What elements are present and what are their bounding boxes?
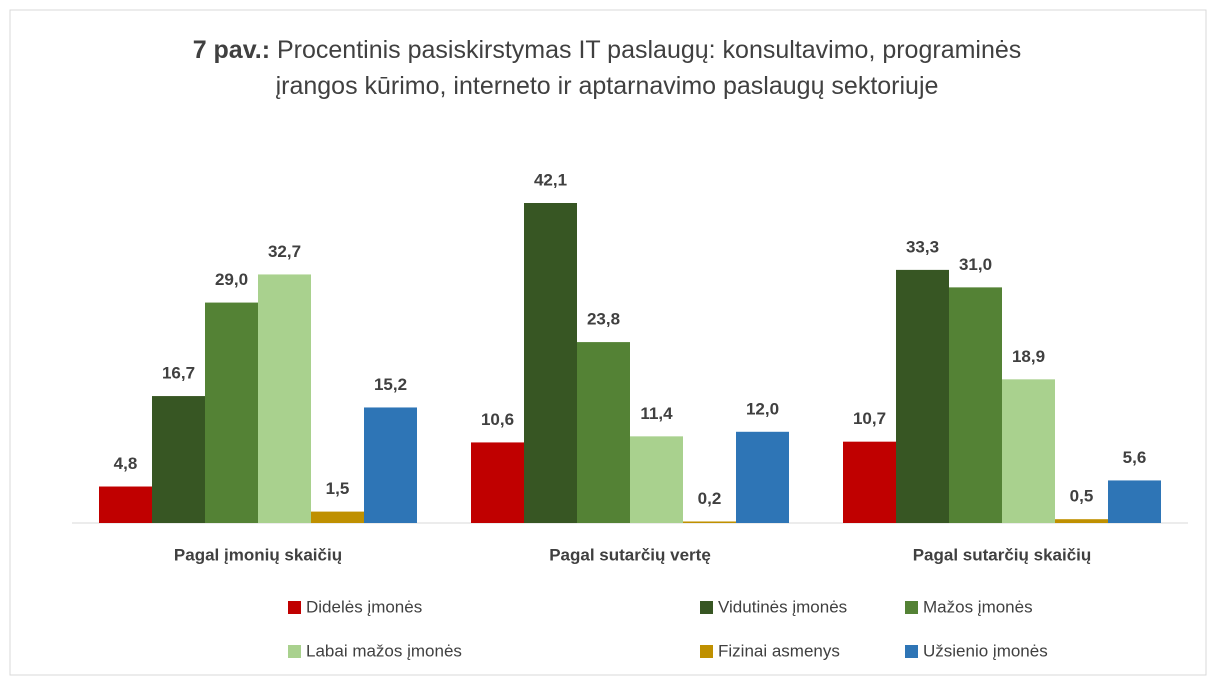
data-label: 11,4: [640, 404, 673, 423]
bar: [205, 302, 258, 523]
data-label: 0,2: [698, 489, 722, 508]
x-tick-label: Pagal sutarčių skaičių: [913, 545, 1092, 564]
data-label: 32,7: [268, 242, 301, 261]
bar: [949, 287, 1002, 523]
bar: [683, 521, 736, 523]
data-label: 31,0: [959, 255, 992, 274]
title-label: 7 pav.:: [192, 36, 271, 64]
legend-swatch: [700, 645, 713, 658]
bar: [524, 203, 577, 523]
legend-swatch: [905, 601, 918, 614]
legend-label: Didelės įmonės: [306, 597, 422, 616]
bar: [364, 407, 417, 523]
bar: [471, 442, 524, 523]
data-label: 29,0: [215, 270, 248, 289]
bar: [896, 269, 949, 523]
legend-label: Užsienio įmonės: [923, 641, 1048, 660]
legend-swatch: [905, 645, 918, 658]
legend-label: Mažos įmonės: [923, 597, 1033, 616]
legend-swatch: [700, 601, 713, 614]
data-label: 4,8: [114, 454, 138, 473]
data-label: 12,0: [746, 399, 779, 418]
bar: [311, 511, 364, 523]
legend-label: Vidutinės įmonės: [718, 597, 847, 616]
data-label: 15,2: [374, 375, 407, 394]
bar: [1055, 519, 1108, 523]
data-label: 33,3: [906, 237, 939, 256]
bar: [99, 486, 152, 523]
data-label: 16,7: [162, 364, 195, 383]
bar: [258, 274, 311, 523]
bar: [630, 436, 683, 523]
legend-swatch: [288, 601, 301, 614]
legend-label: Labai mažos įmonės: [306, 641, 462, 660]
data-label: 5,6: [1123, 448, 1147, 467]
x-tick-label: Pagal įmonių skaičių: [174, 545, 342, 564]
bar: [736, 431, 789, 523]
data-label: 10,7: [853, 409, 886, 428]
data-label: 1,5: [326, 479, 350, 498]
bar: [152, 396, 205, 523]
data-label: 42,1: [534, 170, 567, 189]
bar: [577, 342, 630, 523]
data-label: 0,5: [1070, 487, 1094, 506]
data-label: 23,8: [587, 310, 620, 329]
bar: [843, 441, 896, 523]
x-tick-label: Pagal sutarčių vertę: [549, 545, 711, 564]
legend-label: Fizinai asmenys: [718, 641, 840, 660]
legend-swatch: [288, 645, 301, 658]
data-label: 10,6: [481, 410, 514, 429]
data-label: 18,9: [1012, 347, 1045, 366]
chart-title-box: 7 pav.: Procentinis pasiskirstymas IT pa…: [150, 32, 1064, 104]
chart-title: Procentinis pasiskirstymas IT paslaugų: …: [275, 36, 1022, 100]
bar: [1108, 480, 1161, 523]
bar: [1002, 379, 1055, 523]
